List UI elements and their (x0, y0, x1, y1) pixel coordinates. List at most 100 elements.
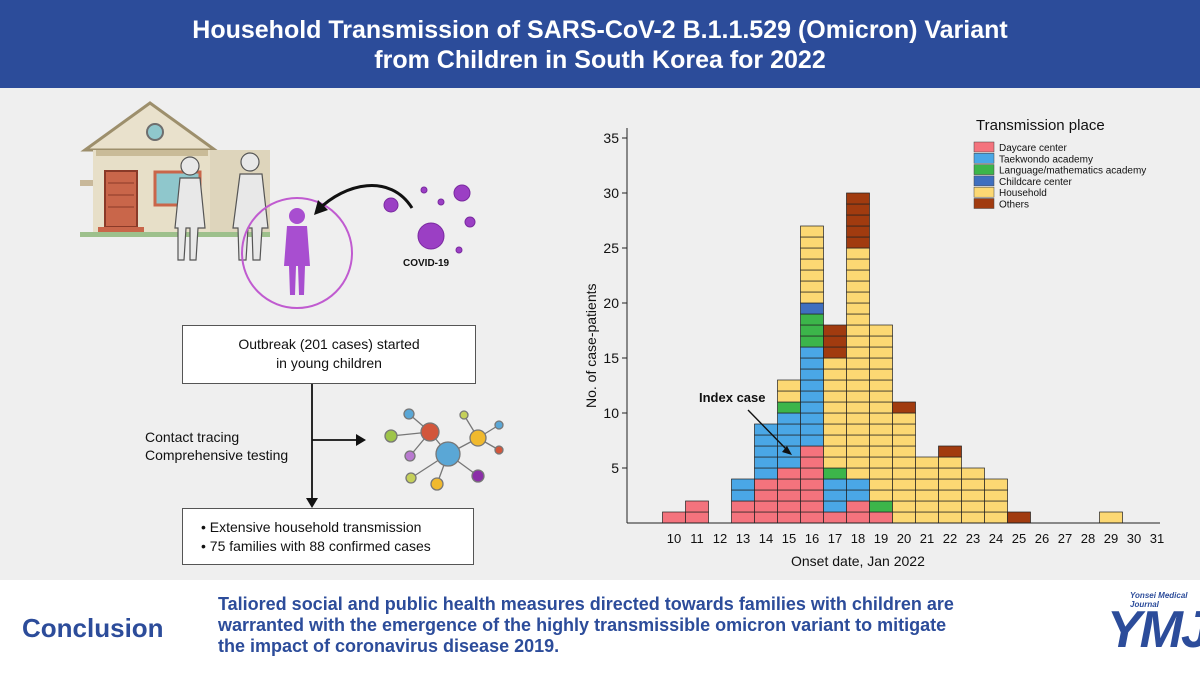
case-cell-19-4-4 (869, 445, 893, 458)
case-cell-18-4-11 (846, 346, 870, 359)
covid-label: COVID-19 (403, 258, 450, 269)
case-cell-16-1-3 (800, 401, 824, 414)
x-tick-label: 15 (782, 531, 796, 546)
case-cell-20-4-6 (892, 445, 916, 458)
case-cell-21-4-5 (915, 456, 939, 469)
case-cell-18-4-15 (846, 302, 870, 315)
case-cell-18-5-3 (846, 203, 870, 216)
case-cell-17-4-9 (823, 357, 847, 370)
case-cell-20-4-3 (892, 478, 916, 491)
case-cell-16-0-1 (800, 500, 824, 513)
case-cell-15-0-0 (777, 511, 801, 524)
conclusion-footer: Conclusion Taliored social and public he… (0, 580, 1200, 677)
results-box: • Extensive household transmission • 75 … (182, 508, 474, 565)
child-silhouette-icon (284, 208, 310, 295)
x-axis-label: Onset date, Jan 2022 (791, 553, 925, 569)
case-cell-16-0-4 (800, 467, 824, 480)
x-tick-label: 13 (736, 531, 750, 546)
case-cell-16-0-5 (800, 456, 824, 469)
y-tick-label: 30 (603, 185, 619, 201)
case-cell-24-4-1 (984, 500, 1008, 513)
virus-icon (383, 184, 476, 254)
case-cell-16-4-4 (800, 247, 824, 260)
conclusion-line-3: the impact of coronavirus disease 2019. (218, 636, 560, 656)
case-cell-20-5-0 (892, 401, 916, 414)
case-cell-15-0-1 (777, 500, 801, 513)
case-cell-16-0-6 (800, 445, 824, 458)
y-tick-label: 15 (603, 350, 619, 366)
case-cell-16-4-3 (800, 258, 824, 271)
case-cell-10-0-0 (662, 511, 686, 524)
case-cell-16-2-2 (800, 313, 824, 326)
case-cell-18-4-13 (846, 324, 870, 337)
outbreak-line-2: in young children (276, 355, 382, 371)
case-cell-19-0-0 (869, 511, 893, 524)
case-cell-18-5-1 (846, 225, 870, 238)
contact-line-2: Comprehensive testing (145, 447, 289, 463)
y-tick-label: 10 (603, 405, 619, 421)
main-panel: COVID-19 Outbreak (201 cases) started in… (0, 88, 1200, 580)
case-cell-18-4-18 (846, 269, 870, 282)
infection-arrow (316, 184, 414, 212)
x-tick-label: 23 (966, 531, 980, 546)
case-cell-19-4-12 (869, 357, 893, 370)
conclusion-text: Taliored social and public health measur… (218, 594, 1018, 657)
case-cell-19-4-14 (869, 335, 893, 348)
case-cell-18-4-12 (846, 335, 870, 348)
x-ticks: 10 11 12 13 14 15 16 17 18 19 20 21 22 23 24 25 26 27 28 29… (667, 531, 1164, 546)
case-cell-14-0-1 (754, 500, 778, 513)
legend-title: Transmission place (976, 117, 1105, 134)
case-cell-17-1-0 (823, 500, 847, 513)
case-cell-17-0-0 (823, 511, 847, 524)
case-cell-16-0-0 (800, 511, 824, 524)
case-cell-20-4-7 (892, 434, 916, 447)
legend-label: Taekwondo academy (999, 154, 1093, 165)
case-cell-18-4-19 (846, 258, 870, 271)
case-cell-16-4-6 (800, 225, 824, 238)
case-cell-13-1-0 (731, 489, 755, 502)
case-cell-18-4-1 (846, 456, 870, 469)
case-cell-18-4-9 (846, 368, 870, 381)
legend-label: Household (999, 188, 1047, 199)
case-cell-23-4-0 (961, 511, 985, 524)
case-cell-18-4-6 (846, 401, 870, 414)
x-tick-label: 25 (1012, 531, 1026, 546)
case-cell-17-4-6 (823, 390, 847, 403)
case-cell-16-2-1 (800, 324, 824, 337)
case-cell-19-4-9 (869, 390, 893, 403)
case-cell-16-0-3 (800, 478, 824, 491)
x-tick-label: 22 (943, 531, 957, 546)
x-tick-label: 31 (1150, 531, 1164, 546)
case-cell-14-1-1 (754, 456, 778, 469)
case-cell-16-4-1 (800, 280, 824, 293)
case-cell-14-1-4 (754, 423, 778, 436)
legend-label: Childcare center (999, 177, 1072, 188)
ymj-logo: YMJ (1107, 601, 1200, 659)
x-tick-label: 12 (713, 531, 727, 546)
case-cell-17-1-1 (823, 489, 847, 502)
title-line-1: Household Transmission of SARS-CoV-2 B.1… (192, 16, 1008, 44)
result-bullet-1: • Extensive household transmission (201, 519, 422, 535)
x-tick-label: 11 (690, 531, 704, 546)
legend-swatch (973, 198, 995, 209)
legend-label: Others (999, 200, 1029, 211)
case-cell-19-4-7 (869, 412, 893, 425)
x-tick-label: 16 (805, 531, 819, 546)
x-tick-label: 30 (1127, 531, 1141, 546)
case-cell-18-5-0 (846, 236, 870, 249)
outbreak-box: Outbreak (201 cases) started in young ch… (182, 325, 476, 384)
case-cell-18-5-2 (846, 214, 870, 227)
case-cell-16-0-2 (800, 489, 824, 502)
case-cell-22-4-1 (938, 500, 962, 513)
case-cell-22-4-2 (938, 489, 962, 502)
y-axis-label: No. of case-patients (583, 283, 599, 408)
case-cell-18-4-5 (846, 412, 870, 425)
case-cell-15-0-2 (777, 489, 801, 502)
case-cell-19-4-11 (869, 368, 893, 381)
case-cell-16-4-0 (800, 291, 824, 304)
case-cell-15-1-3 (777, 423, 801, 436)
case-cell-19-4-13 (869, 346, 893, 359)
epidemic-curve-chart: 5 10 15 20 25 30 35 10 11 12 13 14 15 16 17 18 19 20 21 22… (583, 117, 1164, 569)
case-cell-18-4-10 (846, 357, 870, 370)
case-cell-17-4-2 (823, 434, 847, 447)
